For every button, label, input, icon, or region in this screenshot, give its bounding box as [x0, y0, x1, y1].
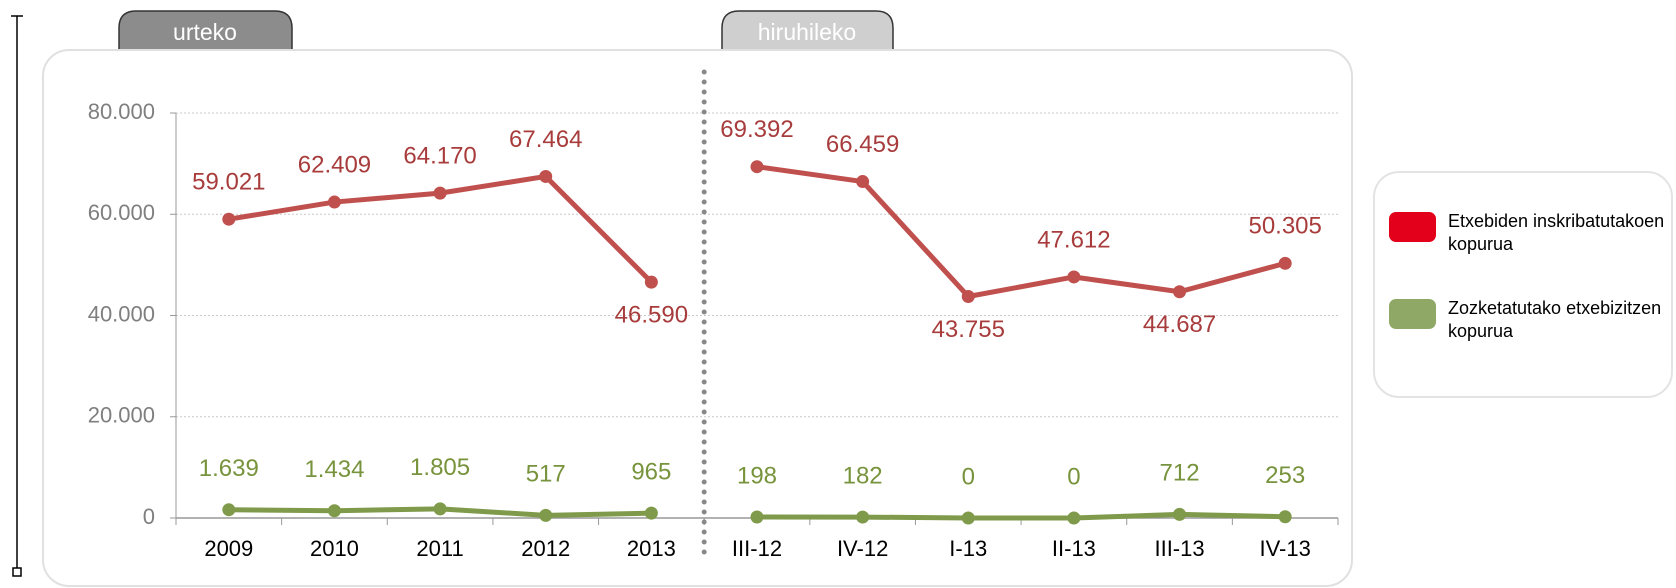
x-tick-label: 2010	[310, 536, 359, 561]
legend-swatch	[1389, 212, 1436, 242]
x-tick-label: 2009	[204, 536, 253, 561]
legend-item: Zozketatutako etxebizitzen kopurua	[1389, 297, 1674, 343]
y-tick-label: 20.000	[88, 403, 155, 428]
value-label: 253	[1265, 462, 1305, 489]
x-tick-label: IV-13	[1259, 536, 1310, 561]
series-line	[756, 164, 1286, 299]
point	[644, 275, 658, 289]
value-label: 62.409	[298, 151, 371, 178]
point	[433, 502, 447, 516]
value-label: 44.687	[1143, 311, 1216, 338]
value-label: 182	[843, 462, 883, 489]
tab-quarterly	[721, 10, 894, 51]
point	[222, 212, 236, 226]
tab-label: hiruhileko	[758, 19, 856, 45]
value-label: 50.305	[1248, 213, 1321, 240]
point	[1067, 511, 1081, 525]
point	[961, 289, 975, 303]
value-label: 965	[631, 458, 671, 485]
legend: Etxebiden inskribatutakoen kopurua Zozke…	[1373, 171, 1673, 398]
value-label: 66.459	[826, 131, 899, 158]
y-tick-label: 40.000	[88, 301, 155, 326]
value-label: 0	[1067, 463, 1080, 490]
legend-swatch	[1389, 299, 1436, 329]
legend-item: Etxebiden inskribatutakoen kopurua	[1389, 210, 1674, 256]
point	[539, 169, 553, 183]
point	[222, 503, 236, 517]
point	[327, 504, 341, 518]
point	[750, 510, 764, 524]
value-label: 46.590	[615, 301, 688, 328]
value-label: 59.021	[192, 169, 265, 196]
x-tick-label: 2011	[416, 536, 463, 561]
point	[433, 186, 447, 200]
value-label: 1.639	[199, 455, 259, 482]
y-tick-label: 60.000	[88, 200, 155, 225]
point	[1278, 256, 1292, 270]
value-label: 43.755	[932, 316, 1005, 343]
value-label: 712	[1160, 460, 1200, 487]
point	[1278, 510, 1292, 524]
legend-label: Etxebiden inskribatutakoen kopurua	[1448, 211, 1665, 254]
x-tick-label: II-13	[1052, 536, 1096, 561]
value-label: 198	[737, 462, 777, 489]
value-label: 69.392	[720, 116, 793, 143]
value-label: 64.170	[403, 142, 476, 169]
point	[327, 195, 341, 209]
tab-label: urteko	[173, 19, 237, 45]
value-label: 1.805	[410, 454, 470, 481]
y-tick-label: 0	[143, 504, 155, 529]
value-label: 0	[962, 463, 975, 490]
point	[644, 506, 658, 520]
value-label: 67.464	[509, 126, 582, 153]
x-tick-label: I-13	[949, 536, 987, 561]
value-label: 47.612	[1037, 226, 1110, 253]
x-tick-label: IV-12	[837, 536, 888, 561]
value-label: 1.434	[304, 456, 364, 483]
point	[856, 175, 870, 189]
x-tick-label: 2012	[521, 536, 570, 561]
y-tick-label: 80.000	[88, 99, 155, 124]
point	[1173, 285, 1187, 299]
legend-label: Zozketatutako etxebizitzen kopurua	[1448, 298, 1662, 341]
x-tick-label: 2013	[627, 536, 676, 561]
point	[750, 160, 764, 174]
point	[539, 508, 553, 522]
point	[961, 511, 975, 525]
point	[1067, 270, 1081, 284]
x-tick-label: III-12	[732, 536, 782, 561]
value-label: 517	[526, 461, 566, 488]
panel	[42, 49, 1353, 587]
point	[1173, 507, 1187, 521]
x-tick-label: III-13	[1154, 536, 1204, 561]
point	[856, 510, 870, 524]
series-line	[756, 511, 1286, 521]
bracket-handle	[12, 567, 22, 577]
tab-annual	[118, 10, 293, 51]
